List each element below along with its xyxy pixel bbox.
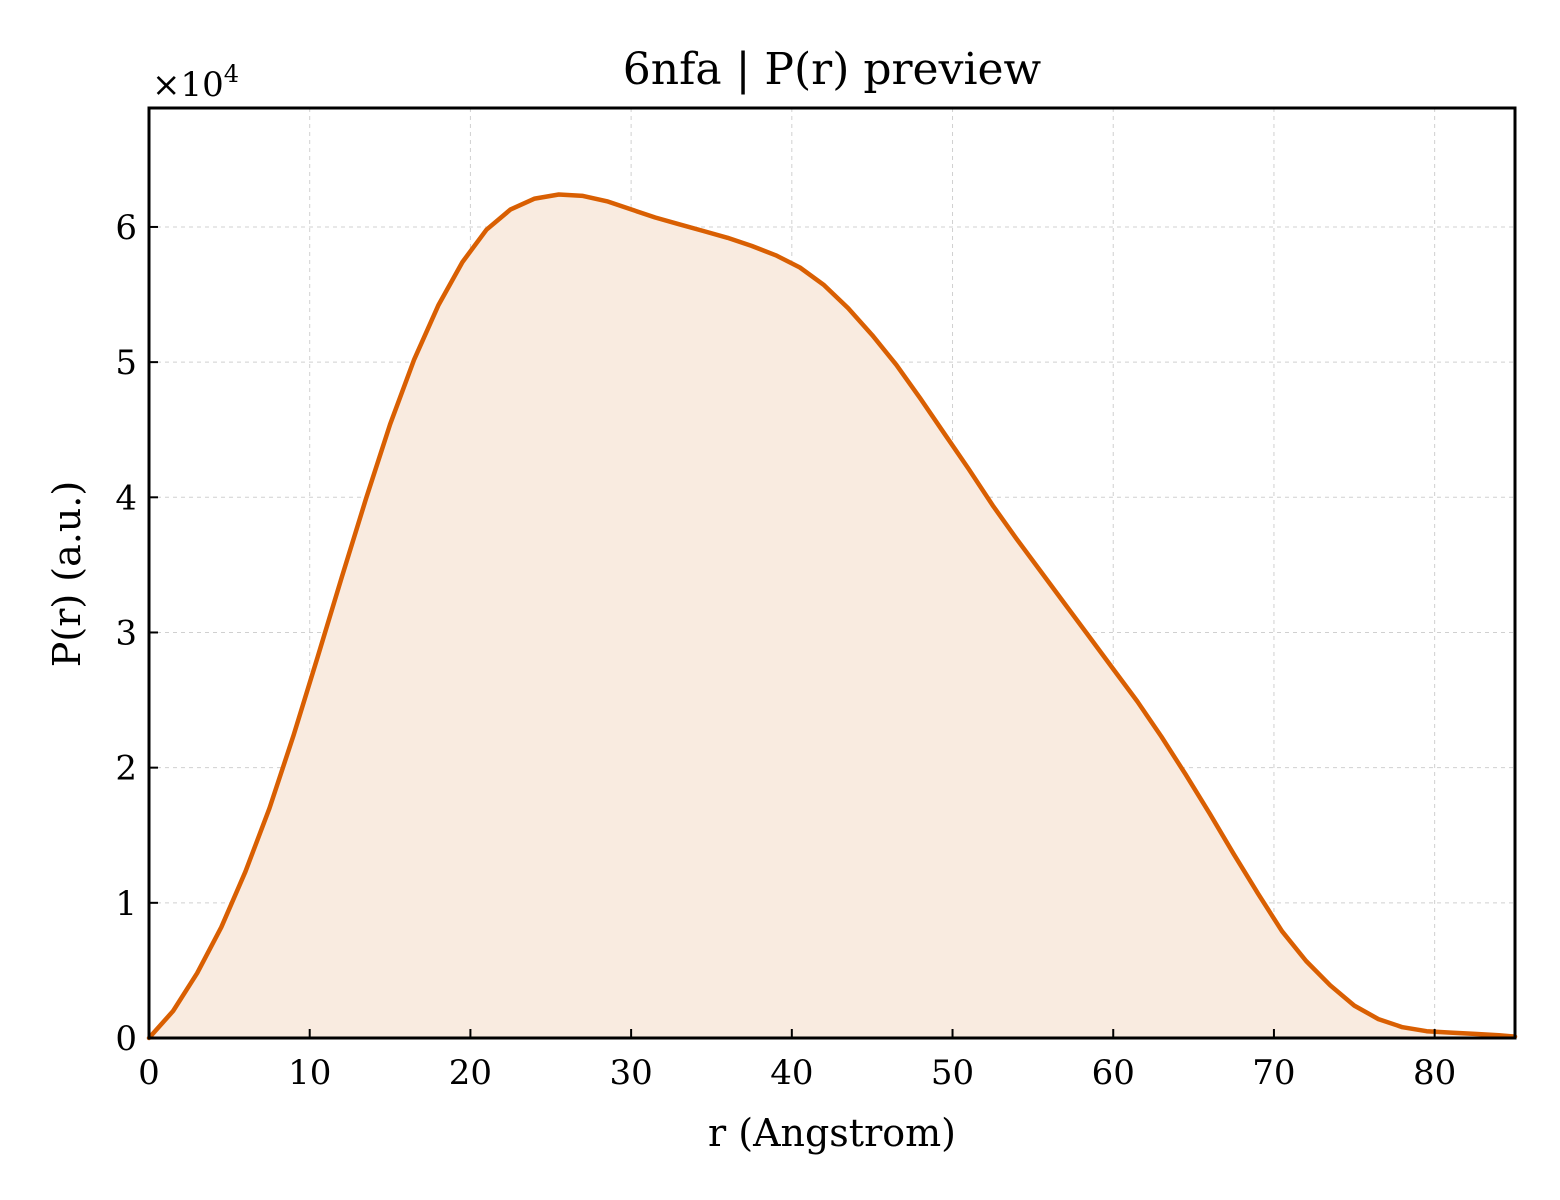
x-tick-label: 50 xyxy=(931,1053,974,1093)
y-tick-label: 4 xyxy=(115,478,137,518)
y-axis-multiplier: ×104 xyxy=(152,60,239,105)
x-tick-label: 30 xyxy=(609,1053,652,1093)
x-axis-ticks: 0 10 20 30 40 50 60 70 80 xyxy=(138,1029,1456,1093)
x-tick-label: 80 xyxy=(1413,1053,1456,1093)
y-tick-label: 6 xyxy=(115,208,137,248)
y-tick-label: 1 xyxy=(115,884,137,924)
plot-frame xyxy=(147,106,1517,1040)
y-tick-label: 0 xyxy=(115,1019,137,1059)
y-tick-label: 2 xyxy=(115,749,137,789)
y-tick-label: 3 xyxy=(115,613,137,653)
series-line xyxy=(146,192,1518,1041)
y-axis-multiplier-exponent: 4 xyxy=(224,60,239,88)
y-axis-ticks: 0 1 2 3 4 5 6 xyxy=(115,208,158,1059)
x-tick-label: 70 xyxy=(1252,1053,1295,1093)
x-tick-label: 10 xyxy=(288,1053,331,1093)
x-axis-label: r (Angstrom) xyxy=(708,1111,956,1155)
y-axis-label: P(r) (a.u.) xyxy=(45,481,89,667)
area-fill xyxy=(149,194,1515,1038)
x-tick-label: 40 xyxy=(770,1053,813,1093)
x-tick-label: 60 xyxy=(1092,1053,1135,1093)
x-tick-label: 20 xyxy=(449,1053,492,1093)
x-tick-label: 0 xyxy=(138,1053,160,1093)
chart-title: 6nfa | P(r) preview xyxy=(623,44,1042,95)
y-tick-label: 5 xyxy=(115,343,137,383)
